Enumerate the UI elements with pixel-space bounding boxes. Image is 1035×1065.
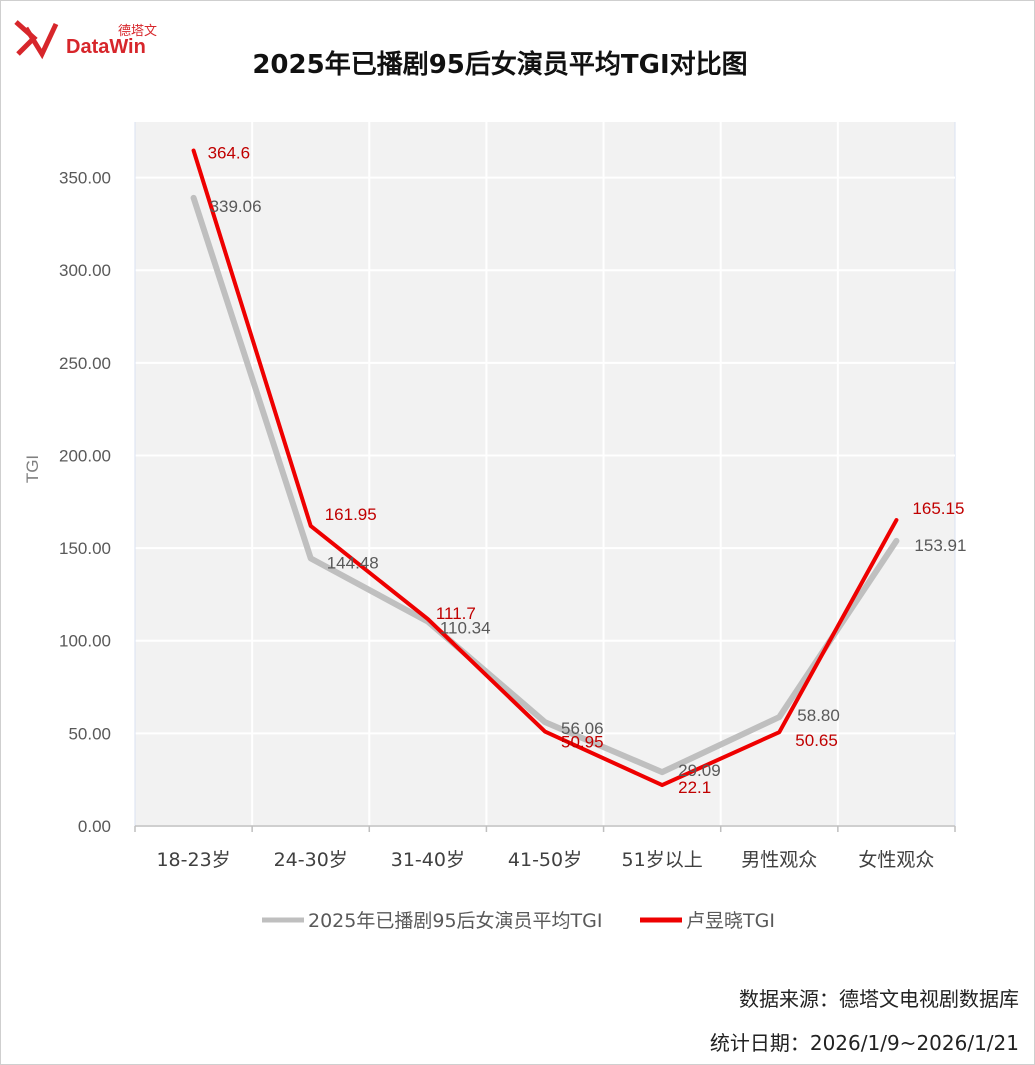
y-tick-label: 150.00 xyxy=(59,539,111,558)
data-label: 339.06 xyxy=(210,197,262,216)
datawin-logo-mark xyxy=(14,20,59,60)
data-label: 29.09 xyxy=(678,761,721,780)
data-source-note: 数据来源：德塔文电视剧数据库 xyxy=(739,987,1019,1011)
x-tick-label: 24-30岁 xyxy=(274,849,348,871)
x-tick-label: 51岁以上 xyxy=(622,849,703,871)
data-label: 58.80 xyxy=(797,706,840,725)
series-line-2 xyxy=(191,148,899,788)
data-label: 50.65 xyxy=(795,731,838,750)
y-tick-label: 250.00 xyxy=(59,354,111,373)
series-line-1 xyxy=(190,194,900,776)
y-tick-label: 300.00 xyxy=(59,261,111,280)
data-label: 144.48 xyxy=(327,553,379,572)
plot-area xyxy=(135,122,955,826)
x-tick-label: 女性观众 xyxy=(858,849,934,871)
data-label: 153.91 xyxy=(914,536,966,555)
data-label: 56.06 xyxy=(561,719,604,738)
y-tick-label: 0.00 xyxy=(78,817,111,836)
data-label: 22.1 xyxy=(678,778,711,797)
datawin-logo xyxy=(12,14,172,64)
data-label: 364.6 xyxy=(208,144,251,163)
data-label: 110.34 xyxy=(440,619,491,638)
x-tick-label: 男性观众 xyxy=(741,849,817,871)
data-label: 165.15 xyxy=(912,499,964,518)
x-tick-label: 18-23岁 xyxy=(156,849,230,871)
y-axis-title: TGI xyxy=(23,455,42,483)
data-label: 161.95 xyxy=(325,505,377,524)
legend-label: 2025年已播剧95后女演员平均TGI xyxy=(308,910,602,932)
legend-label: 卢昱晓TGI xyxy=(686,910,775,932)
chart-title: 2025年已播剧95后女演员平均TGI对比图 xyxy=(252,50,748,80)
y-tick-label: 200.00 xyxy=(59,446,111,465)
y-tick-label: 50.00 xyxy=(68,724,111,743)
data-label: 50.95 xyxy=(561,733,604,752)
brand-name-en: DataWin xyxy=(66,36,146,58)
y-tick-label: 350.00 xyxy=(59,169,111,188)
x-tick-label: 31-40岁 xyxy=(391,849,465,871)
y-tick-label: 100.00 xyxy=(59,632,111,651)
brand-name-cn: 德塔文 xyxy=(118,24,158,39)
x-tick-label: 41-50岁 xyxy=(508,849,582,871)
line-chart: 0.00 50.00 100.00 150.00 200.00 250.00 300.00 3… xyxy=(23,122,966,932)
data-label: 111.7 xyxy=(436,604,476,623)
date-range-note: 统计日期：2026/1/9~2026/1/21 xyxy=(709,1031,1019,1055)
